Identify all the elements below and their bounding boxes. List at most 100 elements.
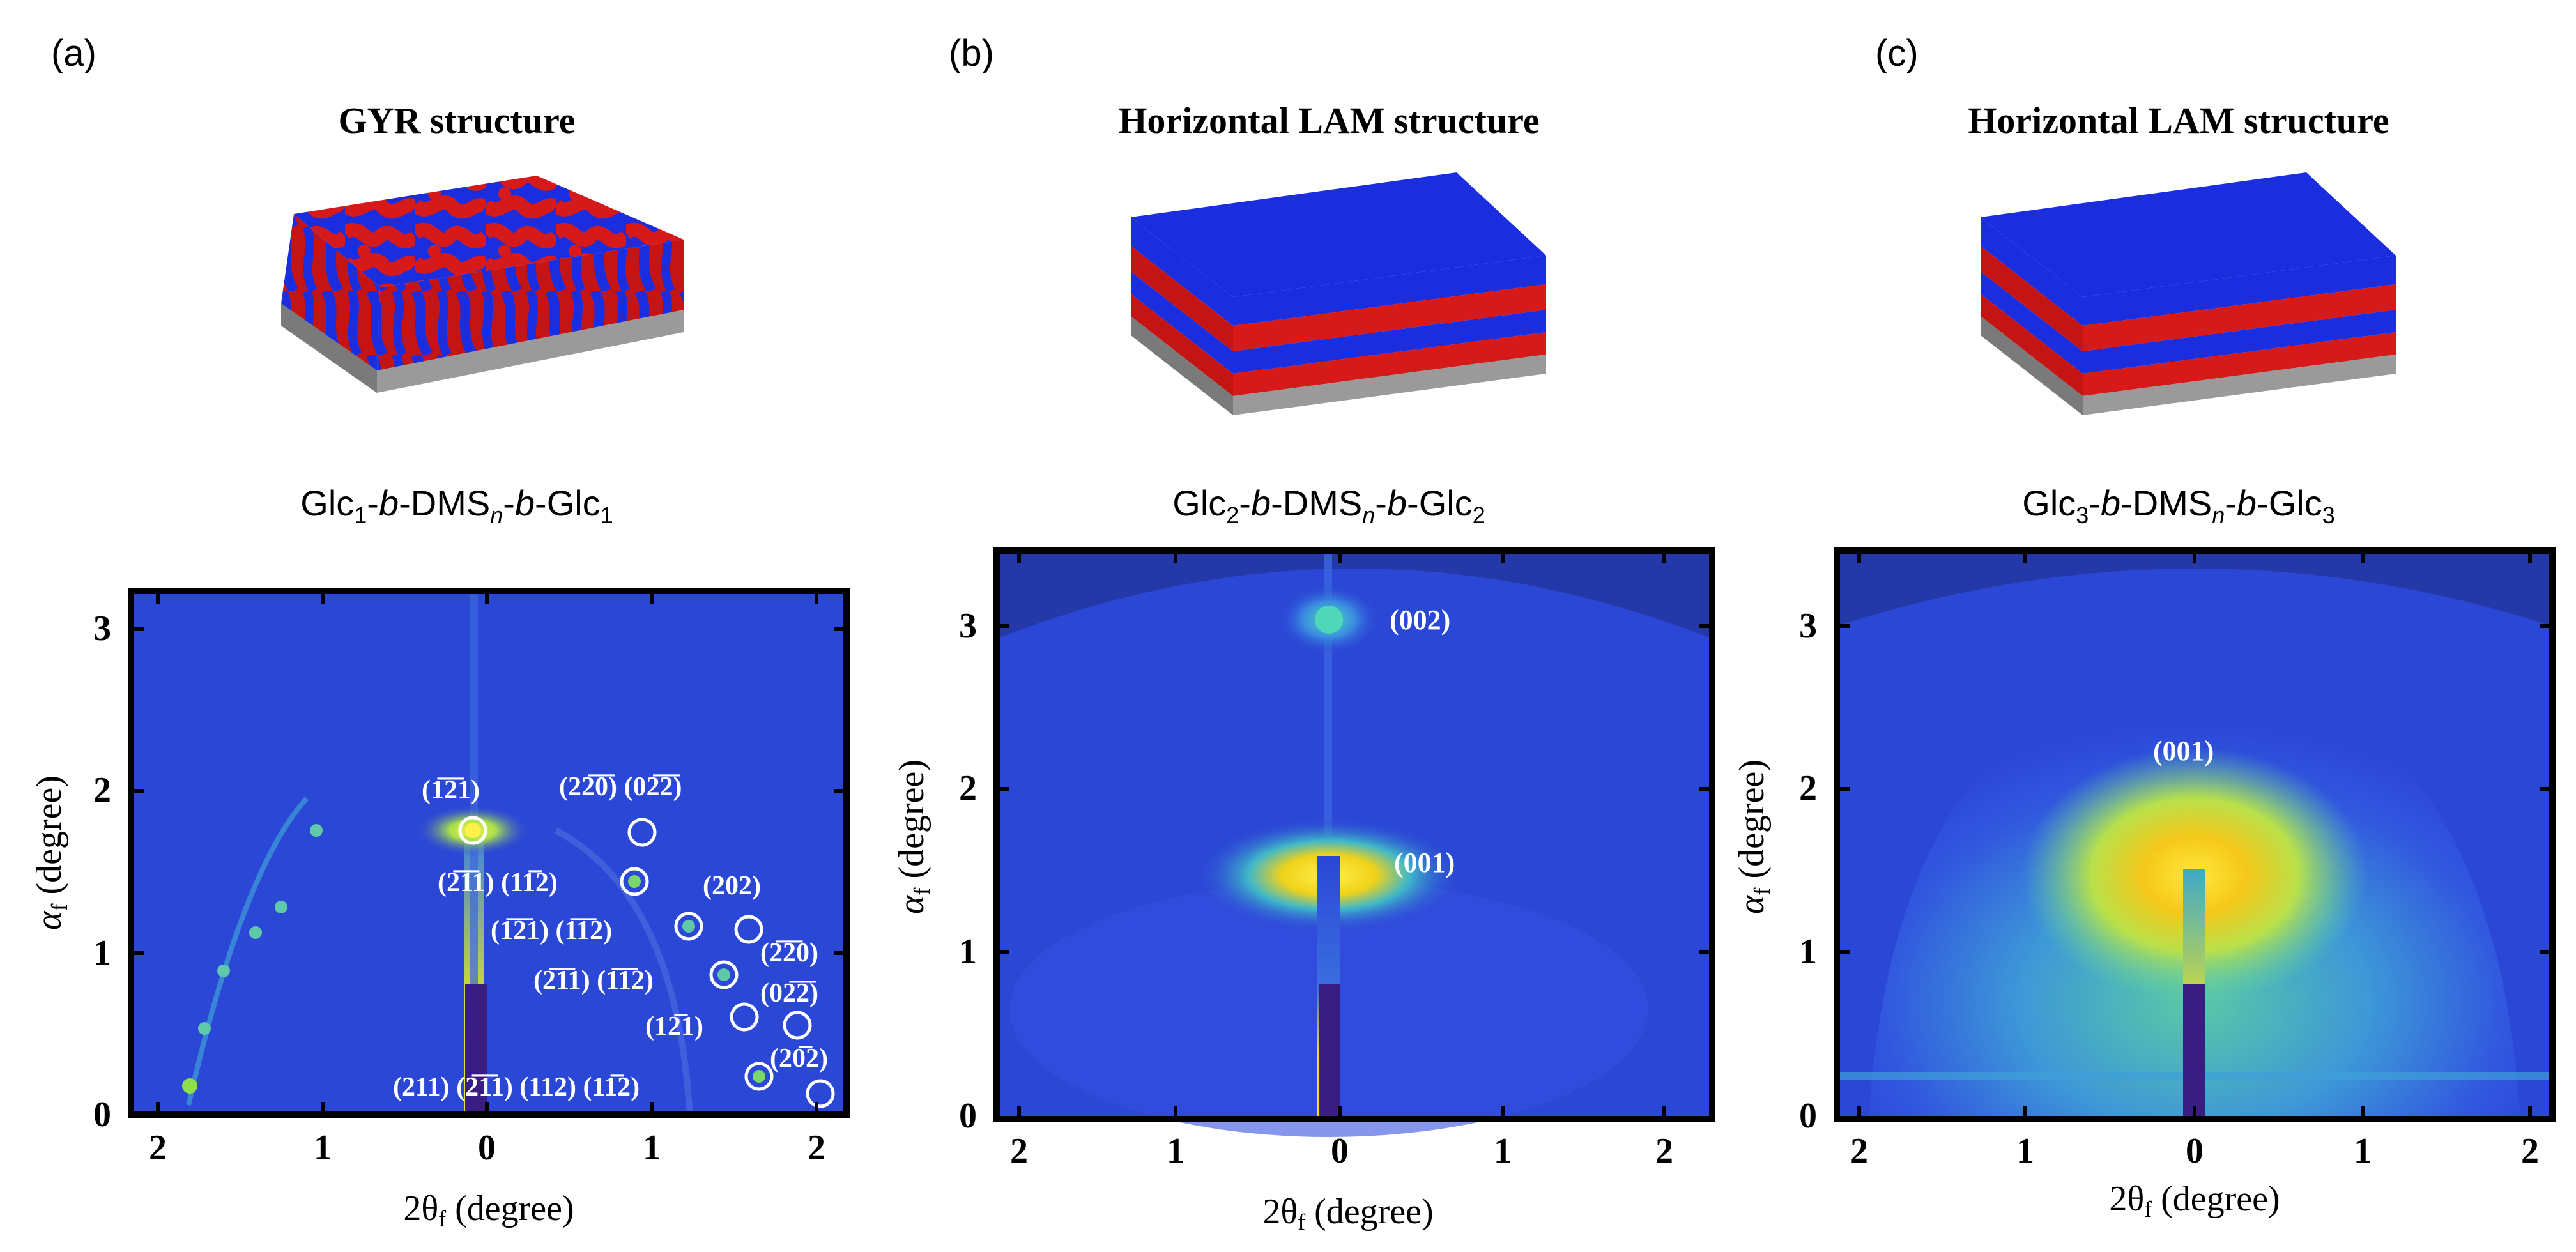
formula-c-glc2: -Glc <box>2257 483 2322 523</box>
ylabel-c: αf (degree) <box>1732 760 1775 914</box>
ylabel-b-unit: (degree) <box>892 760 931 888</box>
ytick-c-3: 3 <box>1799 606 1817 646</box>
formula-a-b: b <box>378 483 399 523</box>
peak-label-a-6: (2̅2̅0) <box>760 938 818 968</box>
ylabel-a: αf (degree) <box>29 775 72 930</box>
ytick-b-2: 2 <box>959 768 977 808</box>
gisaxs-plot-a: (1̅2̅1) (22̅0̅) (02̅2̅) (2̅1̅1) (11̅2) (… <box>29 588 850 1232</box>
peak-label-a-5: (1̅2̅1) (1̅1̅2) <box>491 916 612 945</box>
formula-b-dash2: - <box>1375 483 1387 523</box>
peak-label-a-1: (1̅2̅1) <box>422 775 480 805</box>
xtick-b-5: 2 <box>1655 1131 1673 1171</box>
formula-a-dash: - <box>367 483 379 523</box>
gisaxs-plot-c: (001) 3 2 1 0 2 1 0 1 2 αf (degree) 2θf … <box>1732 547 2556 1222</box>
ylabel-b: αf (degree) <box>892 760 935 914</box>
formula-a-sub2: 1 <box>600 502 613 529</box>
formula-b-glc2: -Glc <box>1407 483 1473 523</box>
ylabel-b-sub: f <box>909 888 935 896</box>
xtick-b-4: 1 <box>1494 1131 1512 1171</box>
formula-a-dms: -DMS <box>399 483 491 523</box>
xtick-c-2: 1 <box>2016 1131 2034 1171</box>
xlabel-a-pre: 2θ <box>403 1189 438 1228</box>
formula-b-b: b <box>1250 483 1271 523</box>
formula-c-dms: -DMS <box>2120 483 2212 523</box>
ytick-a-2: 2 <box>93 770 111 810</box>
ylabel-c-unit: (degree) <box>1732 760 1772 888</box>
xtick-b-2: 1 <box>1167 1131 1184 1171</box>
ylabel-c-sym: α <box>1732 894 1772 914</box>
formula-b: Glc2-b-DMSn-b-Glc2 <box>1016 482 1642 529</box>
xtick-a-1: 2 <box>149 1128 167 1168</box>
ytick-a-1: 1 <box>93 933 111 973</box>
xtick-b-1: 2 <box>1010 1131 1028 1171</box>
ylabel-b-sym: α <box>892 894 931 914</box>
peak-label-b-001: (001) <box>1394 847 1455 878</box>
formula-b-n: n <box>1362 502 1376 529</box>
xtick-a-4: 1 <box>643 1128 661 1168</box>
ytick-b-0: 0 <box>959 1096 977 1136</box>
xtick-a-2: 1 <box>314 1128 332 1168</box>
xlabel-b-sub: f <box>1298 1209 1305 1235</box>
xlabel-c: 2θf (degree) <box>2109 1179 2280 1222</box>
xlabel-a: 2θf (degree) <box>403 1189 574 1232</box>
xtick-c-5: 2 <box>2521 1131 2539 1171</box>
formula-c-dash2: - <box>2225 483 2237 523</box>
formula-a-n: n <box>490 502 503 529</box>
xtick-b-3: 0 <box>1331 1131 1349 1171</box>
formula-c: Glc3-b-DMSn-b-Glc3 <box>1866 482 2492 529</box>
formula-a-part: Glc <box>300 483 355 523</box>
ytick-b-3: 3 <box>959 606 977 646</box>
xlabel-c-unit: (degree) <box>2152 1179 2280 1219</box>
peak-label-a-10: (20̅2) <box>770 1044 828 1073</box>
peak-label-a-11: (211) (2̅1̅1) (112) (11̅2) <box>393 1073 640 1102</box>
xtick-c-4: 1 <box>2354 1131 2372 1171</box>
lam-structure-illustration-c <box>1981 172 2396 415</box>
xlabel-a-unit: (degree) <box>446 1189 574 1228</box>
formula-b-sub1: 2 <box>1226 502 1239 529</box>
formula-c-n: n <box>2212 502 2225 529</box>
ytick-c-0: 0 <box>1799 1096 1817 1136</box>
xtick-c-1: 2 <box>1850 1131 1868 1171</box>
formula-b-sub2: 2 <box>1472 502 1485 529</box>
peak-label-a-4: (202) <box>703 871 761 901</box>
formula-a-dash2: - <box>503 483 515 523</box>
formula-b-part: Glc <box>1172 483 1227 523</box>
ylabel-c-sub: f <box>1749 888 1775 896</box>
ytick-c-1: 1 <box>1799 932 1817 972</box>
formula-b-b2: b <box>1386 483 1407 523</box>
ylabel-a-sub: f <box>47 904 72 912</box>
formula-a: Glc1-b-DMSn-b-Glc1 <box>192 482 722 529</box>
peak-label-a-7: (2̅1̅1) (1̅1̅2) <box>533 966 654 995</box>
formula-b-dash: - <box>1239 483 1251 523</box>
ylabel-a-unit: (degree) <box>29 775 69 904</box>
peak-label-a-8: (02̅2̅) <box>760 979 818 1008</box>
formula-b-dms: -DMS <box>1271 483 1363 523</box>
xlabel-b-unit: (degree) <box>1305 1192 1434 1232</box>
xlabel-c-sub: f <box>2144 1196 2152 1222</box>
structure-title-c: Horizontal LAM structure <box>1968 100 2389 141</box>
ytick-a-0: 0 <box>93 1095 111 1134</box>
xlabel-a-sub: f <box>438 1206 446 1232</box>
ytick-c-2: 2 <box>1799 768 1817 808</box>
peak-label-a-9: (12̅1) <box>645 1012 703 1041</box>
panel-label-a: (a) <box>51 33 96 74</box>
xlabel-b-pre: 2θ <box>1262 1192 1298 1232</box>
formula-a-glc2: -Glc <box>535 483 601 523</box>
formula-c-sub2: 3 <box>2322 502 2335 529</box>
formula-c-b2: b <box>2236 483 2257 523</box>
ylabel-a-sym: α <box>29 910 69 930</box>
ytick-b-1: 1 <box>959 932 977 972</box>
peak-label-a-3: (2̅1̅1) (11̅2) <box>438 868 558 897</box>
ytick-a-3: 3 <box>93 609 111 648</box>
panel-label-c: (c) <box>1875 33 1919 74</box>
formula-c-dash: - <box>2089 483 2101 523</box>
xtick-c-3: 0 <box>2186 1131 2204 1171</box>
peak-label-b-002: (002) <box>1390 604 1450 636</box>
xtick-a-5: 2 <box>808 1128 825 1168</box>
structure-title-b: Horizontal LAM structure <box>1118 100 1540 141</box>
xtick-a-3: 0 <box>478 1128 496 1168</box>
formula-c-part: Glc <box>2022 483 2076 523</box>
peak-label-a-2: (22̅0̅) (02̅2̅) <box>559 772 682 802</box>
formula-a-b2: b <box>514 483 535 523</box>
formula-c-b: b <box>2100 483 2121 523</box>
